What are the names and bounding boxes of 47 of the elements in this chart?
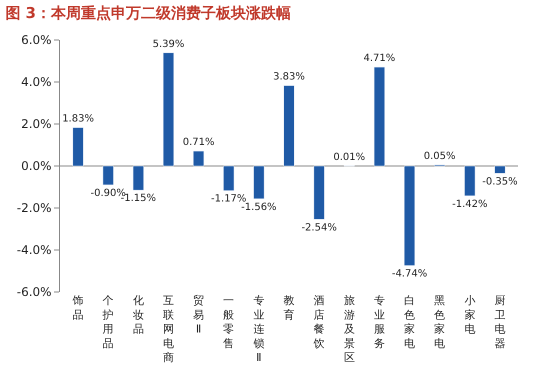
bar: [314, 166, 325, 220]
x-tick-label: 教育: [284, 294, 294, 322]
x-tick-label: 饰品: [72, 294, 84, 322]
y-tick-label: -6.0%: [16, 285, 52, 300]
bar: [253, 166, 264, 200]
y-tick-label: 0.0%: [21, 159, 52, 174]
y-tick-label: -4.0%: [16, 243, 52, 258]
bar: [132, 166, 144, 190]
x-tick-label: 贸易Ⅱ: [193, 294, 204, 336]
bar: [72, 127, 84, 166]
y-tick-label: 6.0%: [21, 33, 52, 48]
y-tick-label: -2.0%: [16, 201, 52, 216]
data-label: 0.71%: [182, 137, 214, 148]
x-tick-label: 酒店餐饮: [312, 294, 325, 350]
x-tick-label: 小家电: [464, 294, 476, 336]
data-label: 0.01%: [333, 152, 366, 163]
x-tick-label: 个护用品: [102, 294, 114, 350]
data-label: -1.42%: [452, 198, 488, 210]
data-label: 1.83%: [62, 114, 94, 125]
x-tick-label: 旅游及景区: [344, 294, 355, 364]
bar: [193, 150, 204, 166]
x-tick-label: 一般零售: [223, 294, 234, 350]
y-tick-label: 4.0%: [21, 75, 52, 90]
x-tick-label: 专业服务: [374, 294, 385, 350]
x-tick-label: 专业连锁Ⅱ: [252, 294, 264, 364]
data-label: 5.39%: [152, 38, 184, 50]
bar: [102, 166, 114, 186]
x-tick-label: 化妆品: [132, 294, 144, 336]
x-tick-label: 厨卫电器: [494, 294, 506, 350]
bar: [374, 66, 385, 166]
bar: [404, 166, 416, 266]
y-tick-label: 2.0%: [21, 117, 52, 132]
data-label: 4.71%: [364, 53, 396, 64]
data-label: -2.54%: [301, 222, 337, 234]
bar: [494, 166, 506, 174]
chart-title: 图 3：本周重点申万二级消费子板块涨跌幅: [5, 4, 291, 22]
x-tick-label: 白色家电: [404, 294, 416, 350]
bar: [162, 52, 174, 166]
bar: [223, 166, 234, 191]
x-tick-label: 互联网电商: [162, 294, 174, 364]
bar: [283, 85, 295, 166]
data-label: -0.35%: [482, 176, 518, 188]
bar: [464, 166, 476, 196]
data-label: 0.05%: [424, 150, 456, 162]
x-tick-label: 黑色家电: [434, 294, 446, 350]
data-label: -4.74%: [392, 268, 428, 280]
data-label: 3.83%: [273, 72, 305, 83]
